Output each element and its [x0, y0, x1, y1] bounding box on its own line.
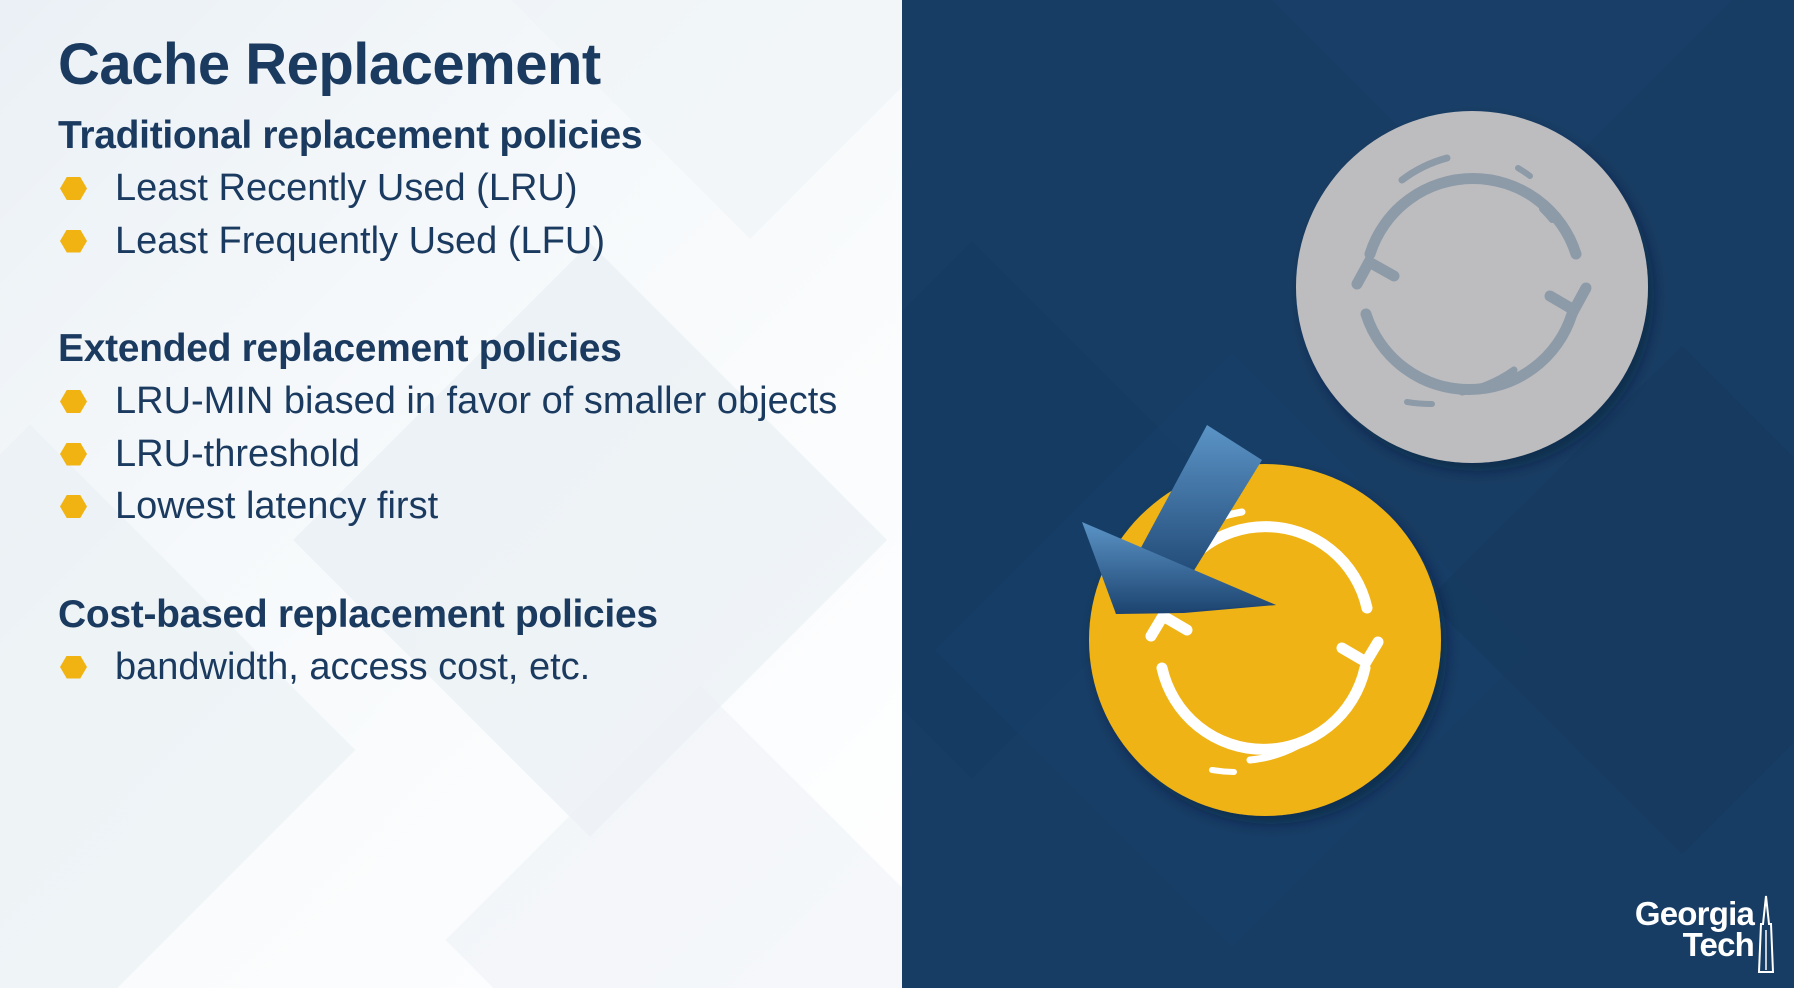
section-cost-based-policies: Cost-based replacement policies bandwidt…: [58, 589, 878, 694]
hexagon-bullet-icon: [60, 390, 87, 413]
bullet-item: Least Recently Used (LRU): [58, 162, 878, 215]
hexagon-bullet-icon: [60, 495, 87, 518]
section-heading: Extended replacement policies: [58, 327, 622, 370]
logo-wordmark: Georgia Tech: [1594, 895, 1755, 963]
bullet-item: bandwidth, access cost, etc.: [58, 641, 878, 694]
georgia-tech-logo: Georgia Tech: [1594, 895, 1780, 974]
refresh-cycle-icon: [1089, 464, 1441, 816]
hexagon-bullet-icon: [60, 177, 87, 200]
bullet-text: LRU-MIN biased in favor of smaller objec…: [115, 380, 838, 422]
bullet-text: Least Recently Used (LRU): [115, 167, 578, 209]
down-left-arrow-icon: [1082, 425, 1276, 614]
bullet-item: Least Frequently Used (LFU): [58, 215, 878, 268]
section-heading: Traditional replacement policies: [58, 114, 643, 157]
logo-line-1: Georgia: [1634, 895, 1755, 932]
bullet-item: Lowest latency first: [58, 480, 878, 533]
refresh-cycle-icon: [1296, 111, 1648, 463]
section-heading: Cost-based replacement policies: [58, 592, 658, 636]
section-traditional-policies: Traditional replacement policies Least R…: [58, 110, 878, 267]
refresh-arrows-gray: [1351, 154, 1592, 408]
bullet-text: bandwidth, access cost, etc.: [115, 645, 591, 688]
bullet-text: LRU-threshold: [115, 432, 360, 475]
bullet-list: LRU-MIN biased in favor of smaller objec…: [58, 375, 878, 533]
slide-content: Cache Replacement Traditional replacemen…: [58, 30, 878, 693]
bullet-list: Least Recently Used (LRU) Least Frequent…: [58, 162, 878, 267]
logo-line-2: Tech: [1682, 926, 1755, 963]
bullet-text: Least Frequently Used (LFU): [115, 219, 605, 262]
hexagon-bullet-icon: [60, 229, 87, 253]
bullet-item: LRU-MIN biased in favor of smaller objec…: [58, 375, 875, 428]
section-extended-policies: Extended replacement policies LRU-MIN bi…: [58, 323, 878, 533]
slide-title: Cache Replacement: [58, 32, 601, 97]
tower-icon: [1757, 895, 1775, 973]
content-panel: Cache Replacement Traditional replacemen…: [0, 0, 902, 988]
hexagon-bullet-icon: [60, 442, 87, 466]
bullet-list: bandwidth, access cost, etc.: [58, 641, 878, 694]
cache-replacement-illustration: [1082, 111, 1648, 816]
hexagon-bullet-icon: [60, 655, 87, 679]
bullet-item: LRU-threshold: [58, 428, 878, 481]
bullet-text: Lowest latency first: [115, 485, 439, 527]
illustration-panel: [902, 0, 1794, 988]
